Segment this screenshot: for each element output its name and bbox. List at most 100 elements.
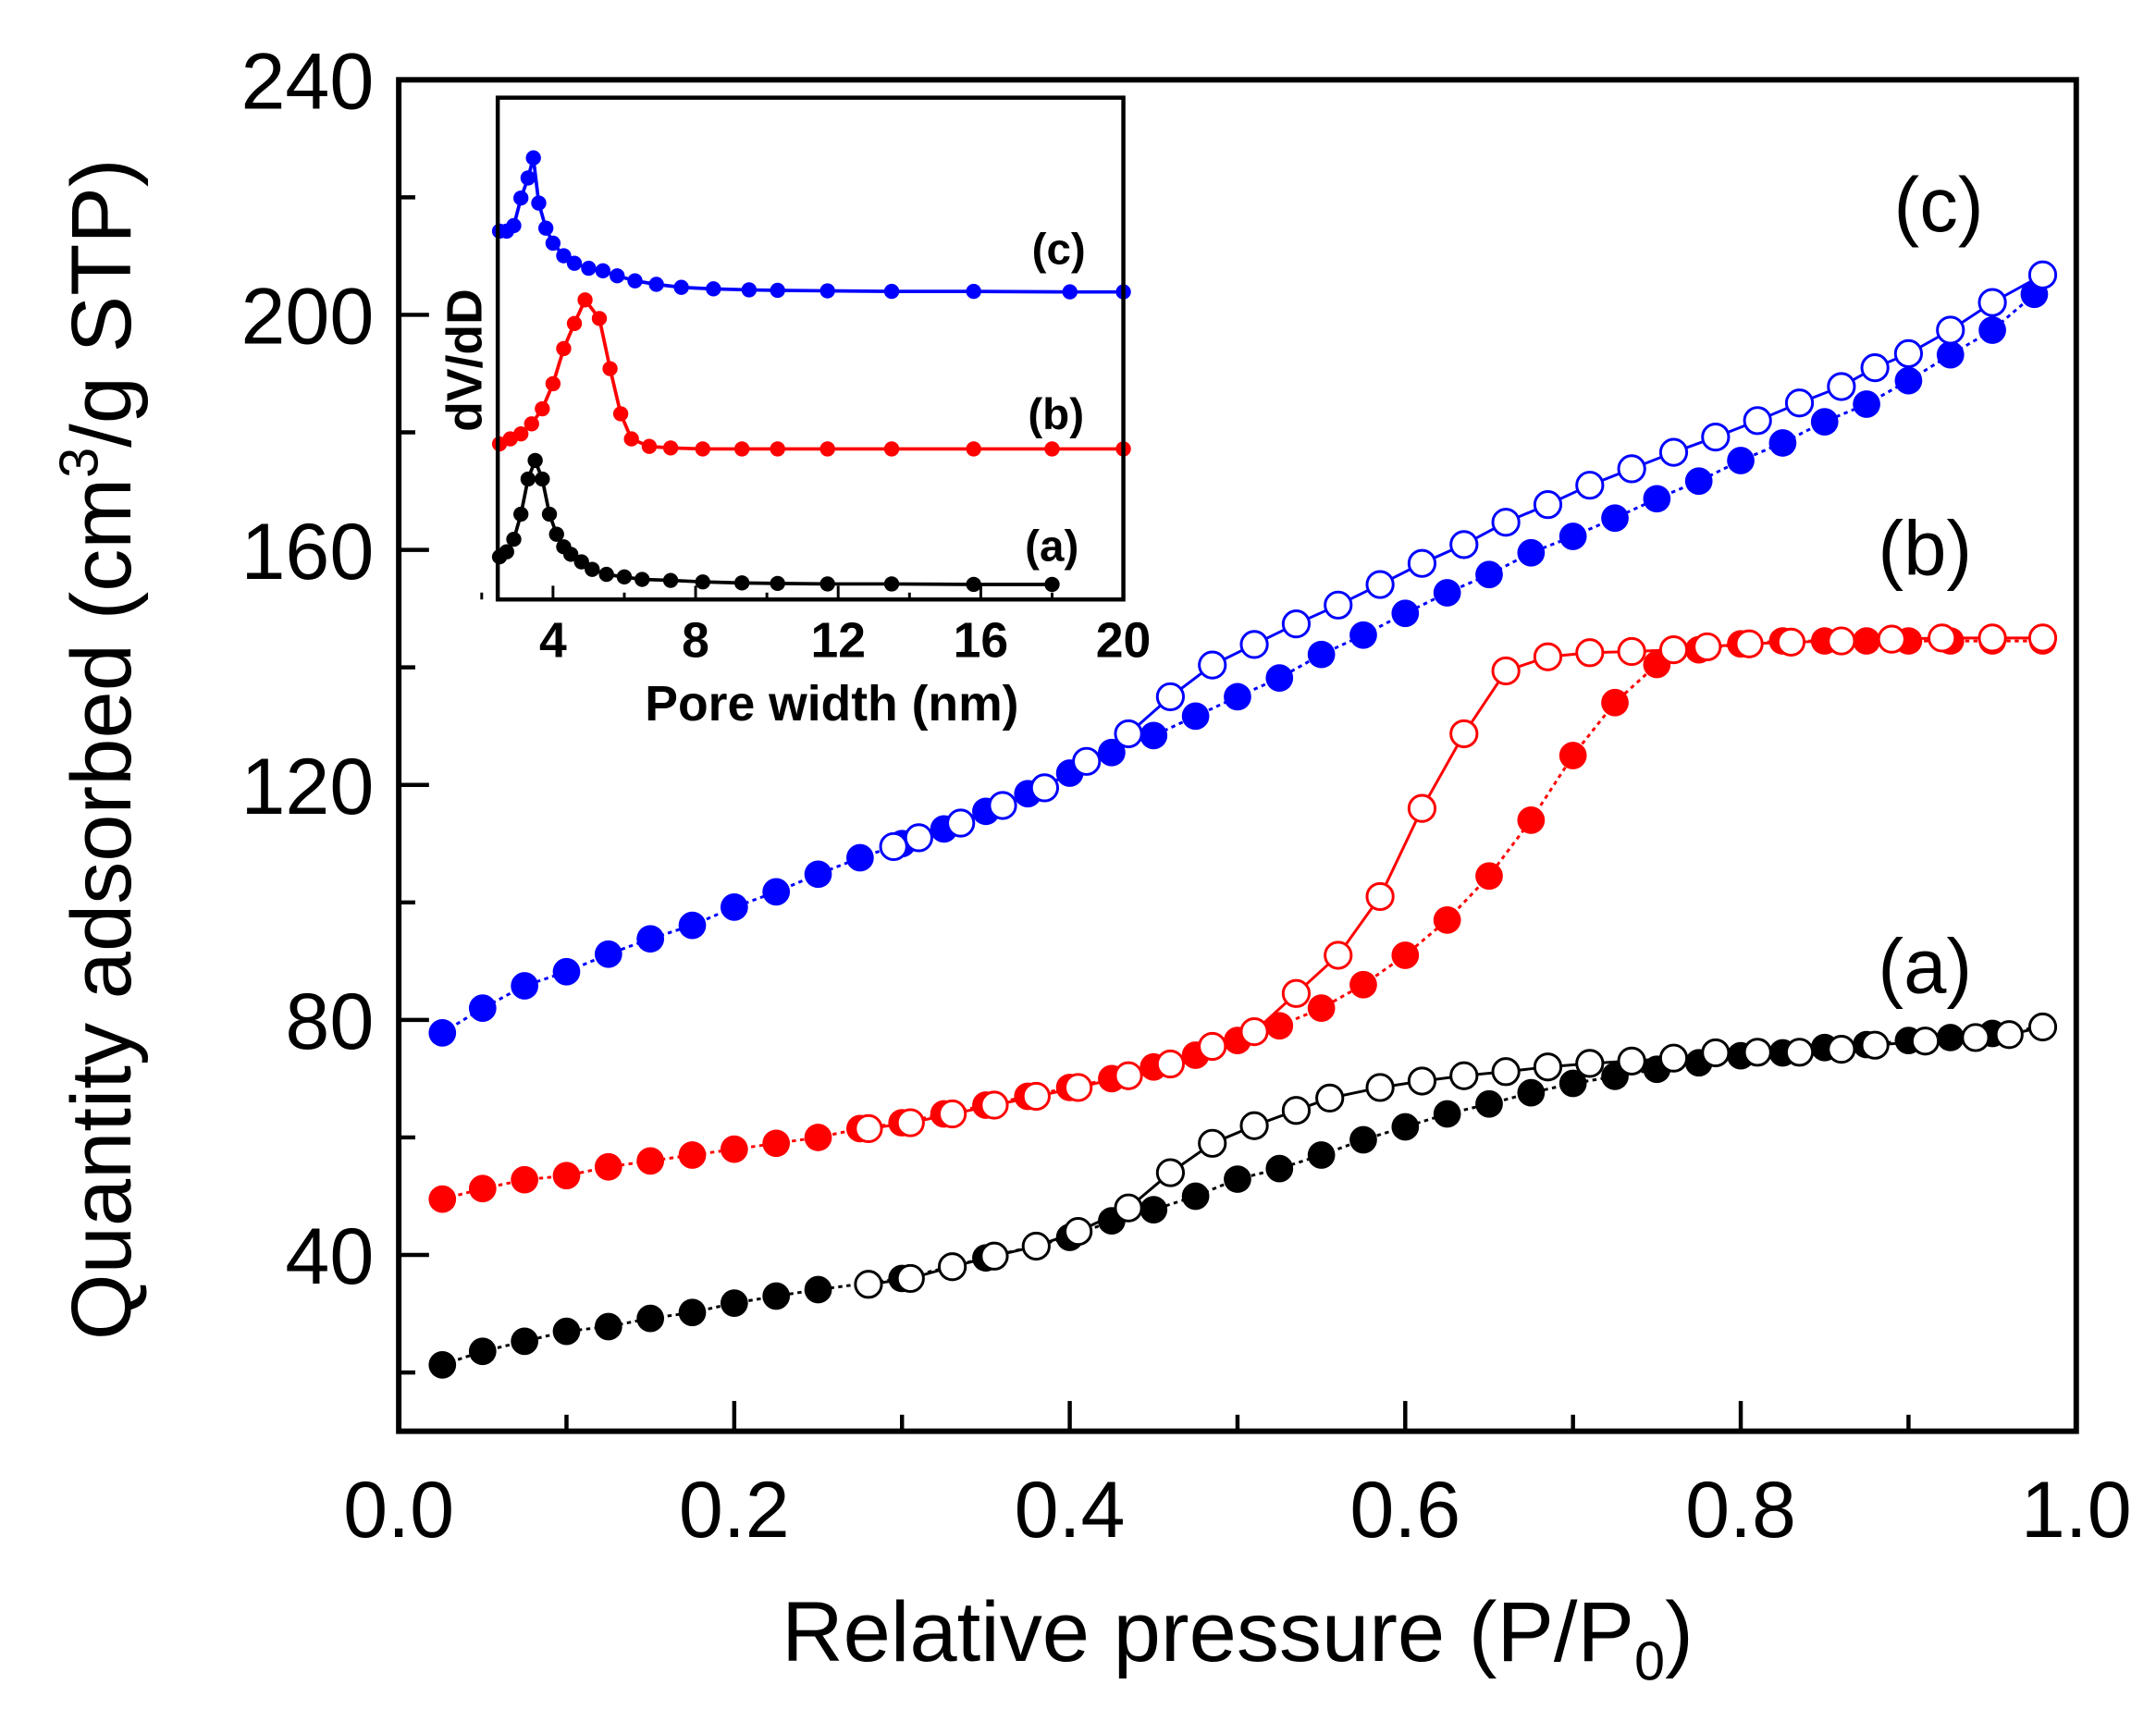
inset-data-point xyxy=(591,311,608,326)
inset-data-point xyxy=(1062,284,1078,300)
data-point xyxy=(804,860,832,889)
data-point xyxy=(1449,1061,1479,1090)
inset-data-point xyxy=(581,260,597,277)
data-point xyxy=(1978,316,2006,344)
data-point xyxy=(468,1174,497,1203)
inset-data-point xyxy=(610,268,625,284)
data-point xyxy=(1072,746,1102,776)
inset-data-point xyxy=(556,340,572,357)
inset-data-point xyxy=(556,248,572,264)
data-point xyxy=(1517,538,1546,567)
x-tick-label: 0.8 xyxy=(1685,1466,1796,1555)
data-point xyxy=(1407,1066,1437,1096)
data-point xyxy=(895,1108,925,1137)
data-point xyxy=(428,1350,457,1379)
data-point xyxy=(511,972,539,1000)
data-point xyxy=(1894,366,1923,395)
data-point xyxy=(1224,682,1251,711)
data-point xyxy=(1140,1196,1168,1223)
data-point xyxy=(2027,1012,2058,1042)
data-point xyxy=(1701,1038,1731,1068)
data-point xyxy=(1827,1035,1856,1064)
data-point xyxy=(1475,1089,1503,1118)
data-point xyxy=(879,831,908,862)
data-point xyxy=(1114,719,1143,749)
data-point xyxy=(1601,688,1629,717)
inset-data-point xyxy=(524,416,539,432)
data-point xyxy=(552,1317,581,1346)
data-point xyxy=(804,1124,832,1151)
data-point xyxy=(1391,941,1420,969)
inset-curve-label-b: (b) xyxy=(1028,390,1084,439)
data-point xyxy=(846,843,874,872)
data-point xyxy=(1391,599,1420,628)
data-point xyxy=(468,994,497,1023)
data-point xyxy=(854,1113,883,1144)
inset-data-point xyxy=(520,170,536,186)
inset-frame xyxy=(495,95,1126,602)
data-point xyxy=(1155,682,1186,712)
inset-data-point xyxy=(634,572,650,587)
x-tick-label: 0.6 xyxy=(1349,1466,1460,1555)
data-point xyxy=(1365,570,1395,599)
data-point xyxy=(552,1162,581,1190)
inset-data-point xyxy=(673,279,689,295)
inset-data-point xyxy=(819,441,835,457)
data-point xyxy=(1827,626,1856,656)
data-point xyxy=(428,1018,457,1047)
inset-data-point xyxy=(506,531,522,547)
data-point xyxy=(1265,664,1294,692)
data-point xyxy=(1433,579,1461,607)
inset-data-point xyxy=(598,566,614,583)
inset-data-point xyxy=(706,281,721,297)
data-point xyxy=(1910,1027,1940,1056)
inset-data-point xyxy=(545,375,561,392)
inset-x-tick-label: 12 xyxy=(810,614,866,669)
data-point xyxy=(1617,1046,1646,1076)
inset-axes: 4 8 12 16 20 xyxy=(480,585,1151,669)
data-point xyxy=(1893,338,1924,368)
curve-label-b: (b) xyxy=(1878,505,1972,591)
inset-data-point xyxy=(662,572,679,588)
x-tick-label: 0.0 xyxy=(343,1466,454,1555)
data-point xyxy=(2027,260,2058,289)
inset-data-point xyxy=(883,576,900,592)
data-point xyxy=(1784,1038,1815,1067)
data-point xyxy=(1877,624,1906,654)
data-point xyxy=(511,1327,539,1356)
data-point xyxy=(1021,1231,1051,1261)
inset-data-point xyxy=(573,554,589,570)
data-point xyxy=(1365,881,1395,912)
data-point xyxy=(1533,490,1563,520)
data-point xyxy=(1810,408,1839,436)
data-point xyxy=(1433,905,1461,934)
data-point xyxy=(1734,629,1764,658)
inset-data-point xyxy=(545,235,561,252)
main-axes: 0.0 0.2 0.4 0.6 0.8 1.0 40 80 120 160 200 240 xyxy=(240,38,2131,1555)
data-point xyxy=(1784,388,1815,418)
data-point xyxy=(1575,471,1605,500)
x-axis-label: Relative pressure (P/P0) xyxy=(782,1584,1694,1692)
inset-data-point xyxy=(506,217,522,234)
data-point xyxy=(904,823,933,853)
data-point xyxy=(1558,742,1587,769)
inset-data-point xyxy=(499,544,514,559)
data-point xyxy=(1961,1023,1990,1052)
inset-data-point xyxy=(566,315,583,331)
inset-data-point xyxy=(883,283,900,300)
data-point xyxy=(1064,1073,1093,1102)
data-point xyxy=(1407,548,1437,578)
data-point xyxy=(1181,702,1210,731)
data-point xyxy=(1617,636,1646,667)
data-point xyxy=(678,911,707,940)
inset-data-point xyxy=(1044,576,1060,593)
data-point xyxy=(1433,1100,1461,1128)
data-point xyxy=(1198,1031,1227,1062)
inset-data-point xyxy=(612,406,629,422)
inset-data-point xyxy=(819,576,835,592)
data-point xyxy=(1517,805,1546,834)
inset-data-point xyxy=(770,282,785,299)
data-point xyxy=(1349,970,1377,999)
data-point xyxy=(979,1090,1009,1120)
data-point xyxy=(1533,1052,1563,1082)
